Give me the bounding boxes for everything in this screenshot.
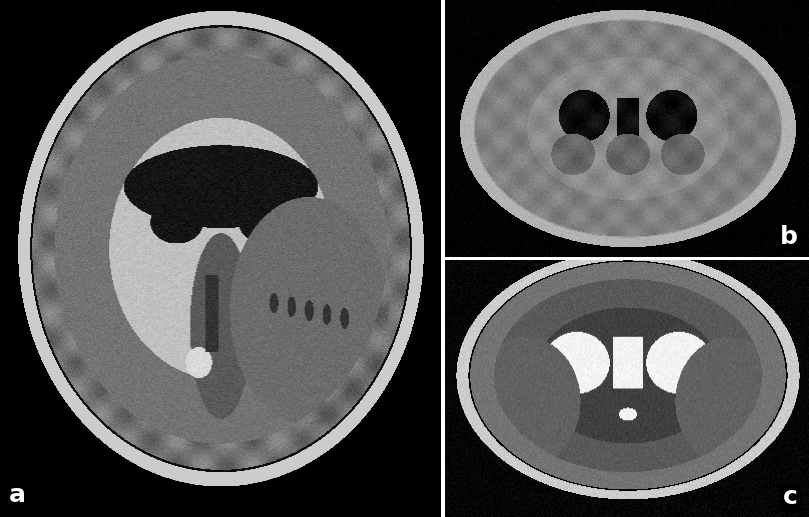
Text: a: a bbox=[9, 483, 26, 507]
Text: b: b bbox=[780, 225, 798, 250]
Text: c: c bbox=[783, 485, 798, 509]
